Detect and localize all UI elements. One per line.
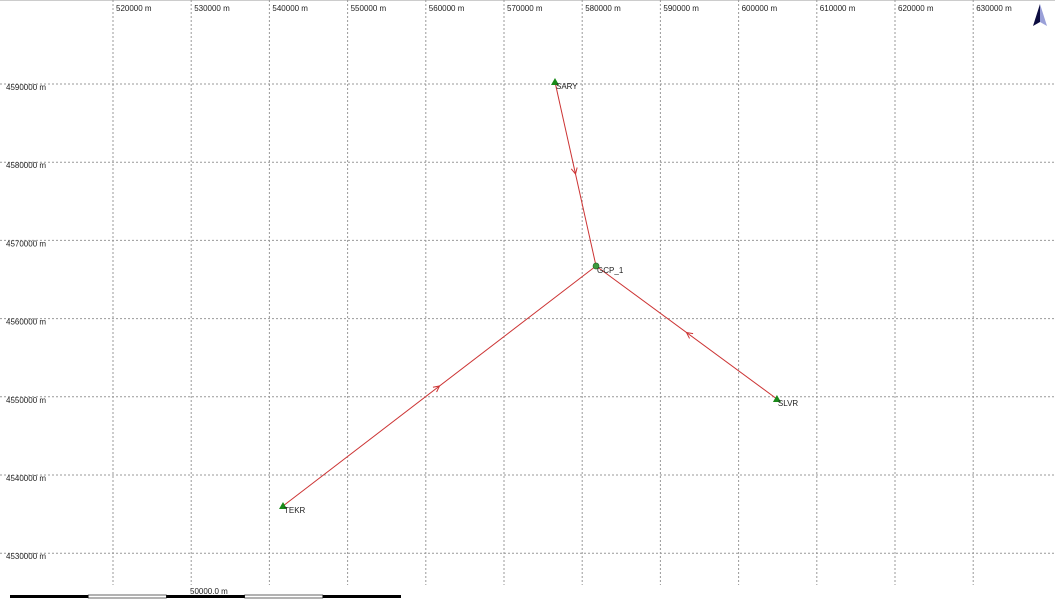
- station-label: TEKR: [284, 506, 306, 515]
- easting-label: 570000 m: [507, 4, 543, 13]
- scale-segment: [87, 594, 167, 599]
- easting-label: 580000 m: [585, 4, 621, 13]
- scale-segment: [166, 595, 245, 598]
- station-tekr[interactable]: TEKR: [279, 501, 306, 515]
- station-label: GCP_1: [597, 266, 624, 275]
- northing-label: 4590000 m: [6, 83, 46, 92]
- reference-triangle-icon: [772, 394, 781, 402]
- northing-label: 4540000 m: [6, 474, 46, 483]
- top-border: [0, 0, 1055, 1]
- station-slvr[interactable]: SLVR: [772, 394, 799, 408]
- baseline-arrow-icon: [570, 167, 578, 176]
- rover-point-icon: [592, 262, 600, 270]
- station-sary[interactable]: SARY: [550, 78, 578, 91]
- northing-label: 4550000 m: [6, 396, 46, 405]
- easting-label: 550000 m: [351, 4, 387, 13]
- northing-label: 4580000 m: [6, 161, 46, 170]
- easting-label: 590000 m: [663, 4, 699, 13]
- stations: SARY GCP_1 SLVR TEKR: [279, 78, 798, 515]
- scale-segment: [244, 594, 324, 599]
- reference-triangle-icon: [550, 78, 559, 86]
- baseline-arrow-icon: [432, 385, 441, 393]
- northing-label: 4530000 m: [6, 552, 46, 561]
- easting-label: 530000 m: [194, 4, 230, 13]
- scale-segment: [10, 595, 89, 598]
- reference-triangle-icon: [279, 501, 288, 509]
- station-label: SLVR: [778, 399, 799, 408]
- station-label: SARY: [556, 82, 578, 91]
- easting-label: 540000 m: [272, 4, 308, 13]
- scale-bar: 50000.0 m: [10, 587, 401, 599]
- easting-label: 600000 m: [742, 4, 778, 13]
- easting-label: 560000 m: [429, 4, 465, 13]
- easting-label: 520000 m: [116, 4, 152, 13]
- northing-label: 4570000 m: [6, 239, 46, 248]
- station-gcp_1[interactable]: GCP_1: [592, 262, 624, 275]
- easting-label: 630000 m: [976, 4, 1012, 13]
- northing-label: 4560000 m: [6, 318, 46, 327]
- grid: 520000 m 530000 m 540000 m 550000 m 560000 m…: [0, 0, 1055, 585]
- scale-bar-label: 50000.0 m: [190, 587, 228, 596]
- easting-label: 620000 m: [898, 4, 934, 13]
- baseline-arrow-icon: [685, 331, 694, 339]
- easting-label: 610000 m: [820, 4, 856, 13]
- scale-segment: [322, 595, 401, 598]
- north-arrow-icon: [1033, 4, 1047, 26]
- baselines: [282, 81, 778, 507]
